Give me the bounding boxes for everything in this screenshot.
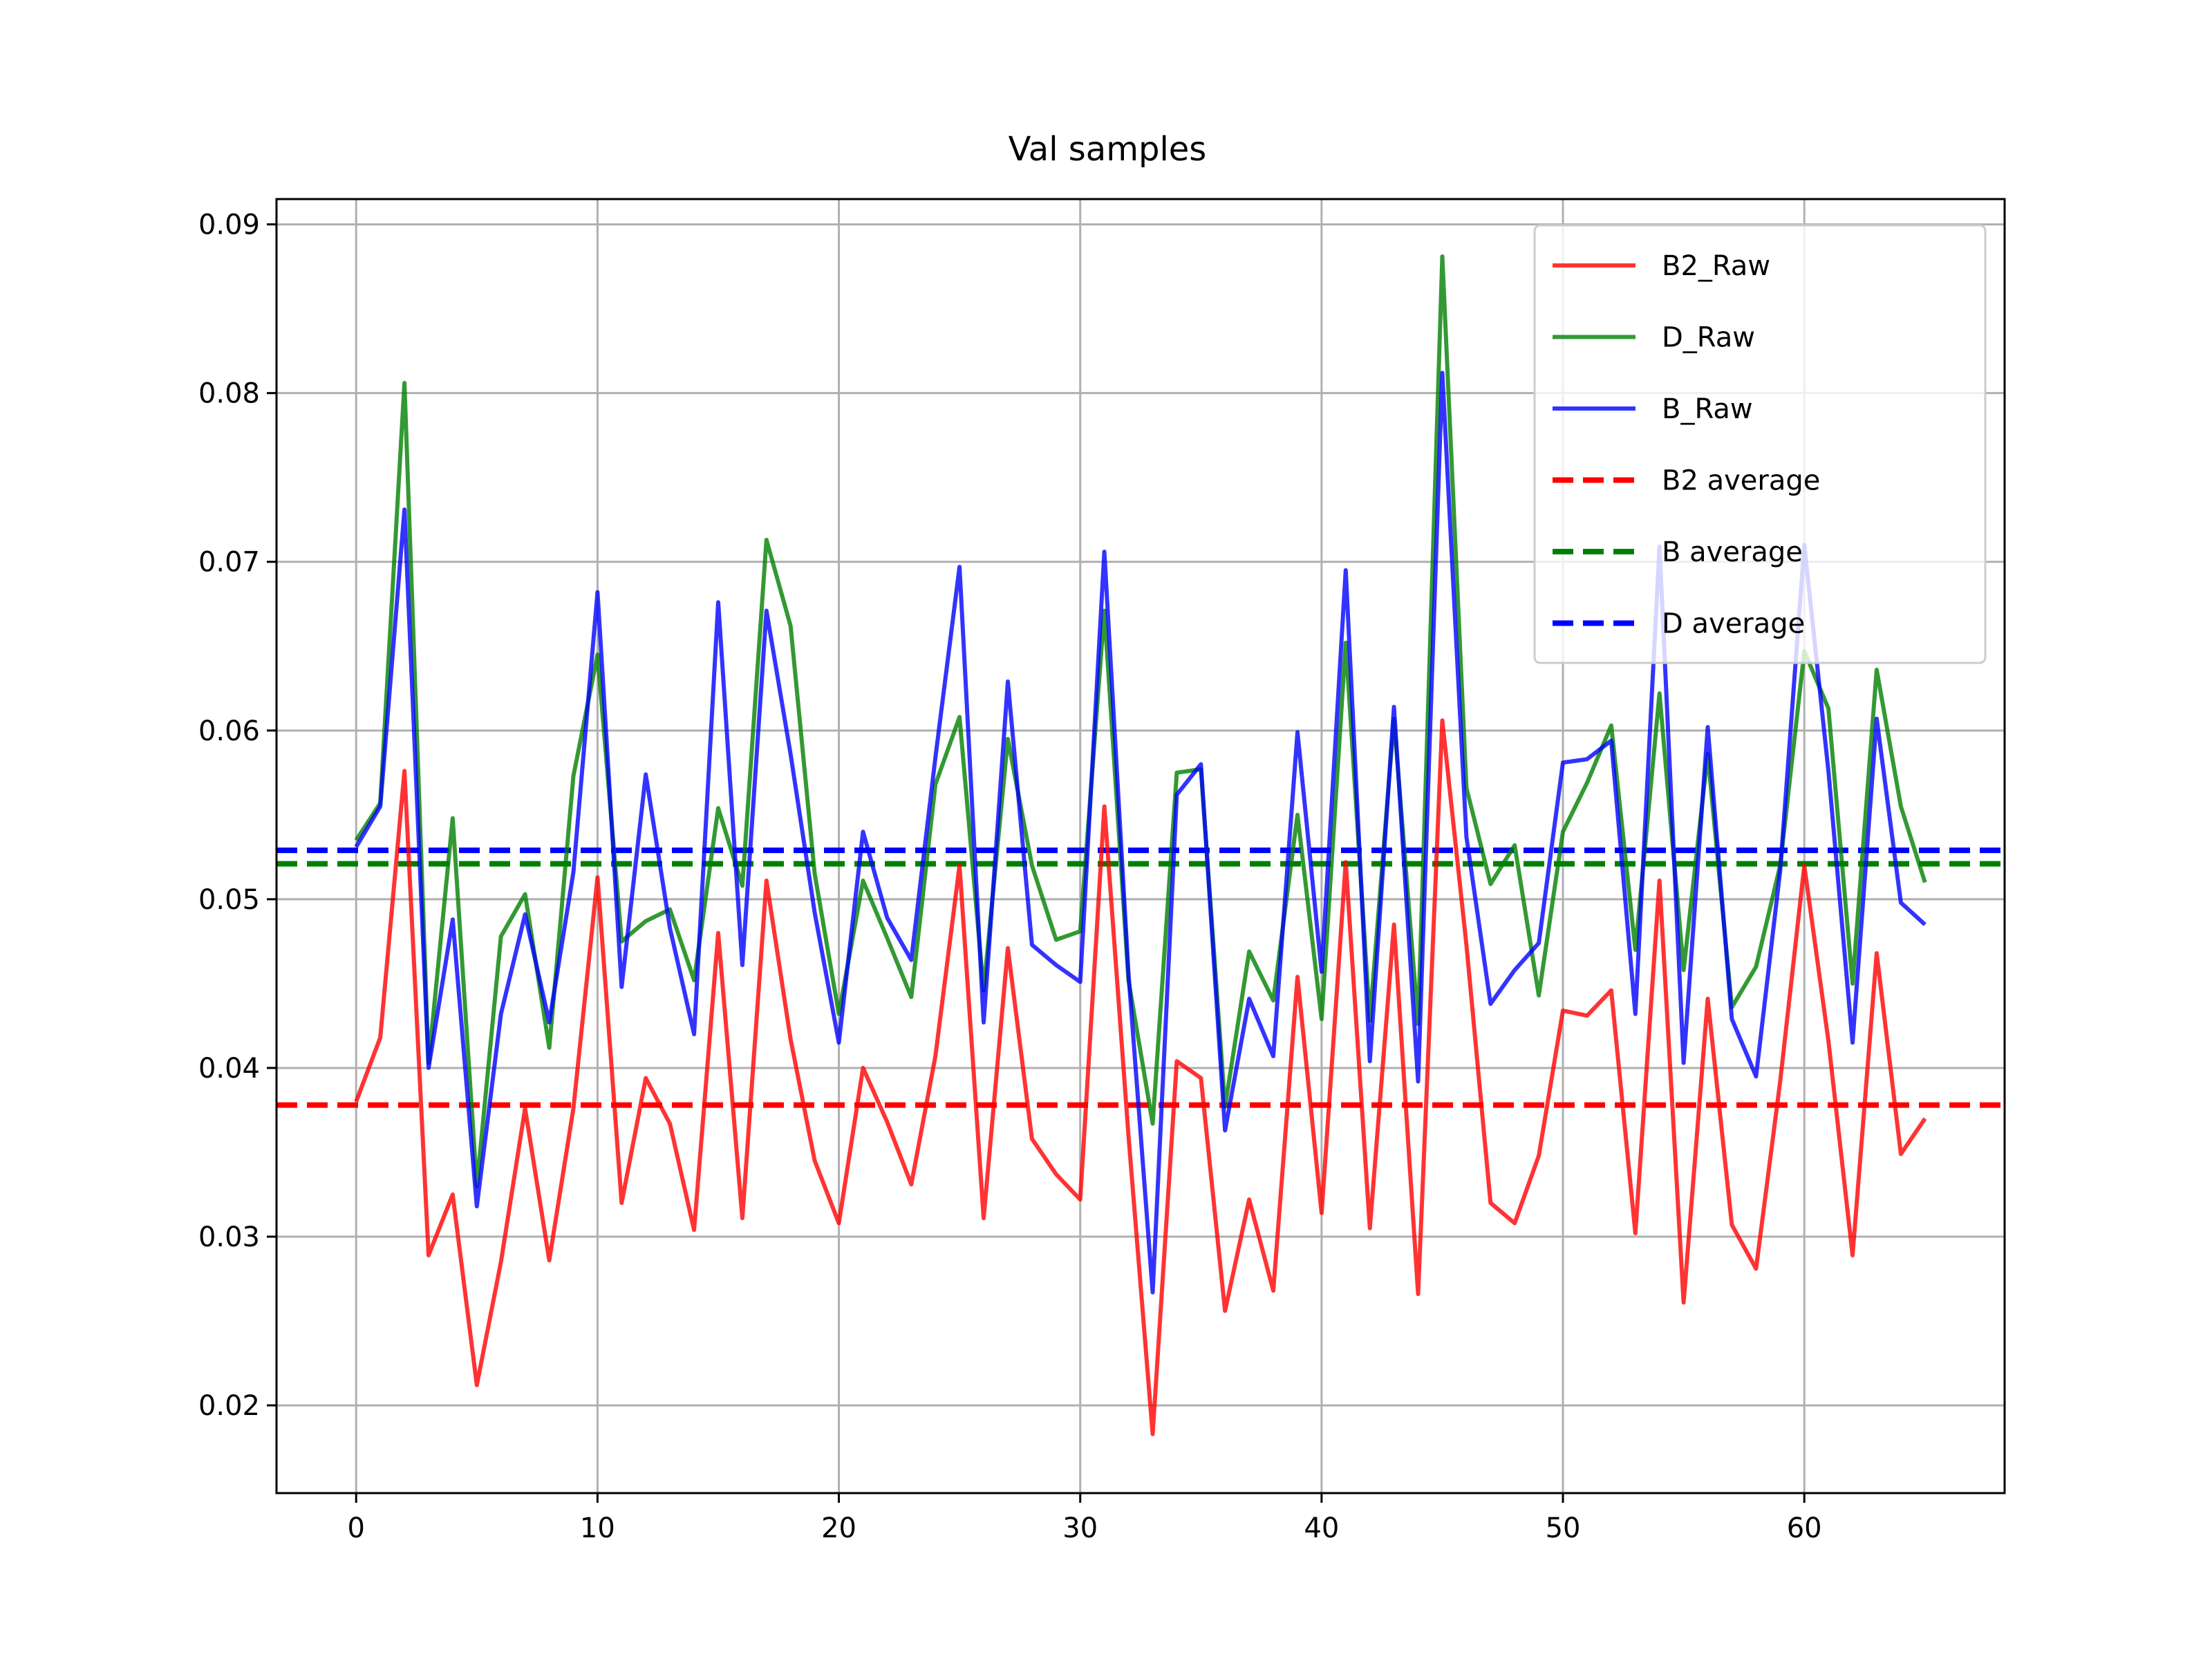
y-tick-label: 0.08 xyxy=(198,378,260,410)
y-axis-ticks: 0.02 0.03 0.04 0.05 0.06 0.07 0.08 0.09 xyxy=(198,209,276,1422)
y-tick-label: 0.06 xyxy=(198,715,260,747)
legend-label-d-raw: D_Raw xyxy=(1662,322,1755,354)
y-tick-label: 0.05 xyxy=(198,884,260,916)
x-tick-label: 0 xyxy=(347,1512,364,1544)
legend-label-b2-raw: B2_Raw xyxy=(1662,250,1770,282)
legend: B2_Raw D_Raw B_Raw B2 average B average D ave… xyxy=(1533,224,1987,664)
y-tick-label: 0.03 xyxy=(198,1221,260,1253)
y-tick-label: 0.09 xyxy=(198,209,260,241)
x-tick-label: 10 xyxy=(580,1512,615,1544)
legend-label-b2-average: B2 average xyxy=(1662,465,1820,497)
legend-label-b-raw: B_Raw xyxy=(1662,393,1753,425)
plot-frame xyxy=(275,198,2006,1494)
chart-title: Val samples xyxy=(1009,130,1207,169)
y-tick-label: 0.04 xyxy=(198,1053,260,1085)
legend-label-d-average: D average xyxy=(1662,608,1805,640)
y-tick-label: 0.02 xyxy=(198,1390,260,1422)
grid xyxy=(276,199,2005,1493)
average-lines xyxy=(276,847,2005,1108)
x-tick-label: 50 xyxy=(1546,1512,1581,1544)
x-tick-label: 40 xyxy=(1304,1512,1339,1544)
series-b2-raw xyxy=(354,718,1927,1436)
legend-label-b-average: B average xyxy=(1662,536,1803,568)
y-tick-label: 0.07 xyxy=(198,547,260,579)
legend-box xyxy=(1533,224,1987,664)
x-tick-label: 30 xyxy=(1062,1512,1098,1544)
x-tick-label: 20 xyxy=(821,1512,856,1544)
x-axis-ticks: 0 10 20 30 40 50 60 xyxy=(347,1493,1822,1544)
x-tick-label: 60 xyxy=(1787,1512,1822,1544)
